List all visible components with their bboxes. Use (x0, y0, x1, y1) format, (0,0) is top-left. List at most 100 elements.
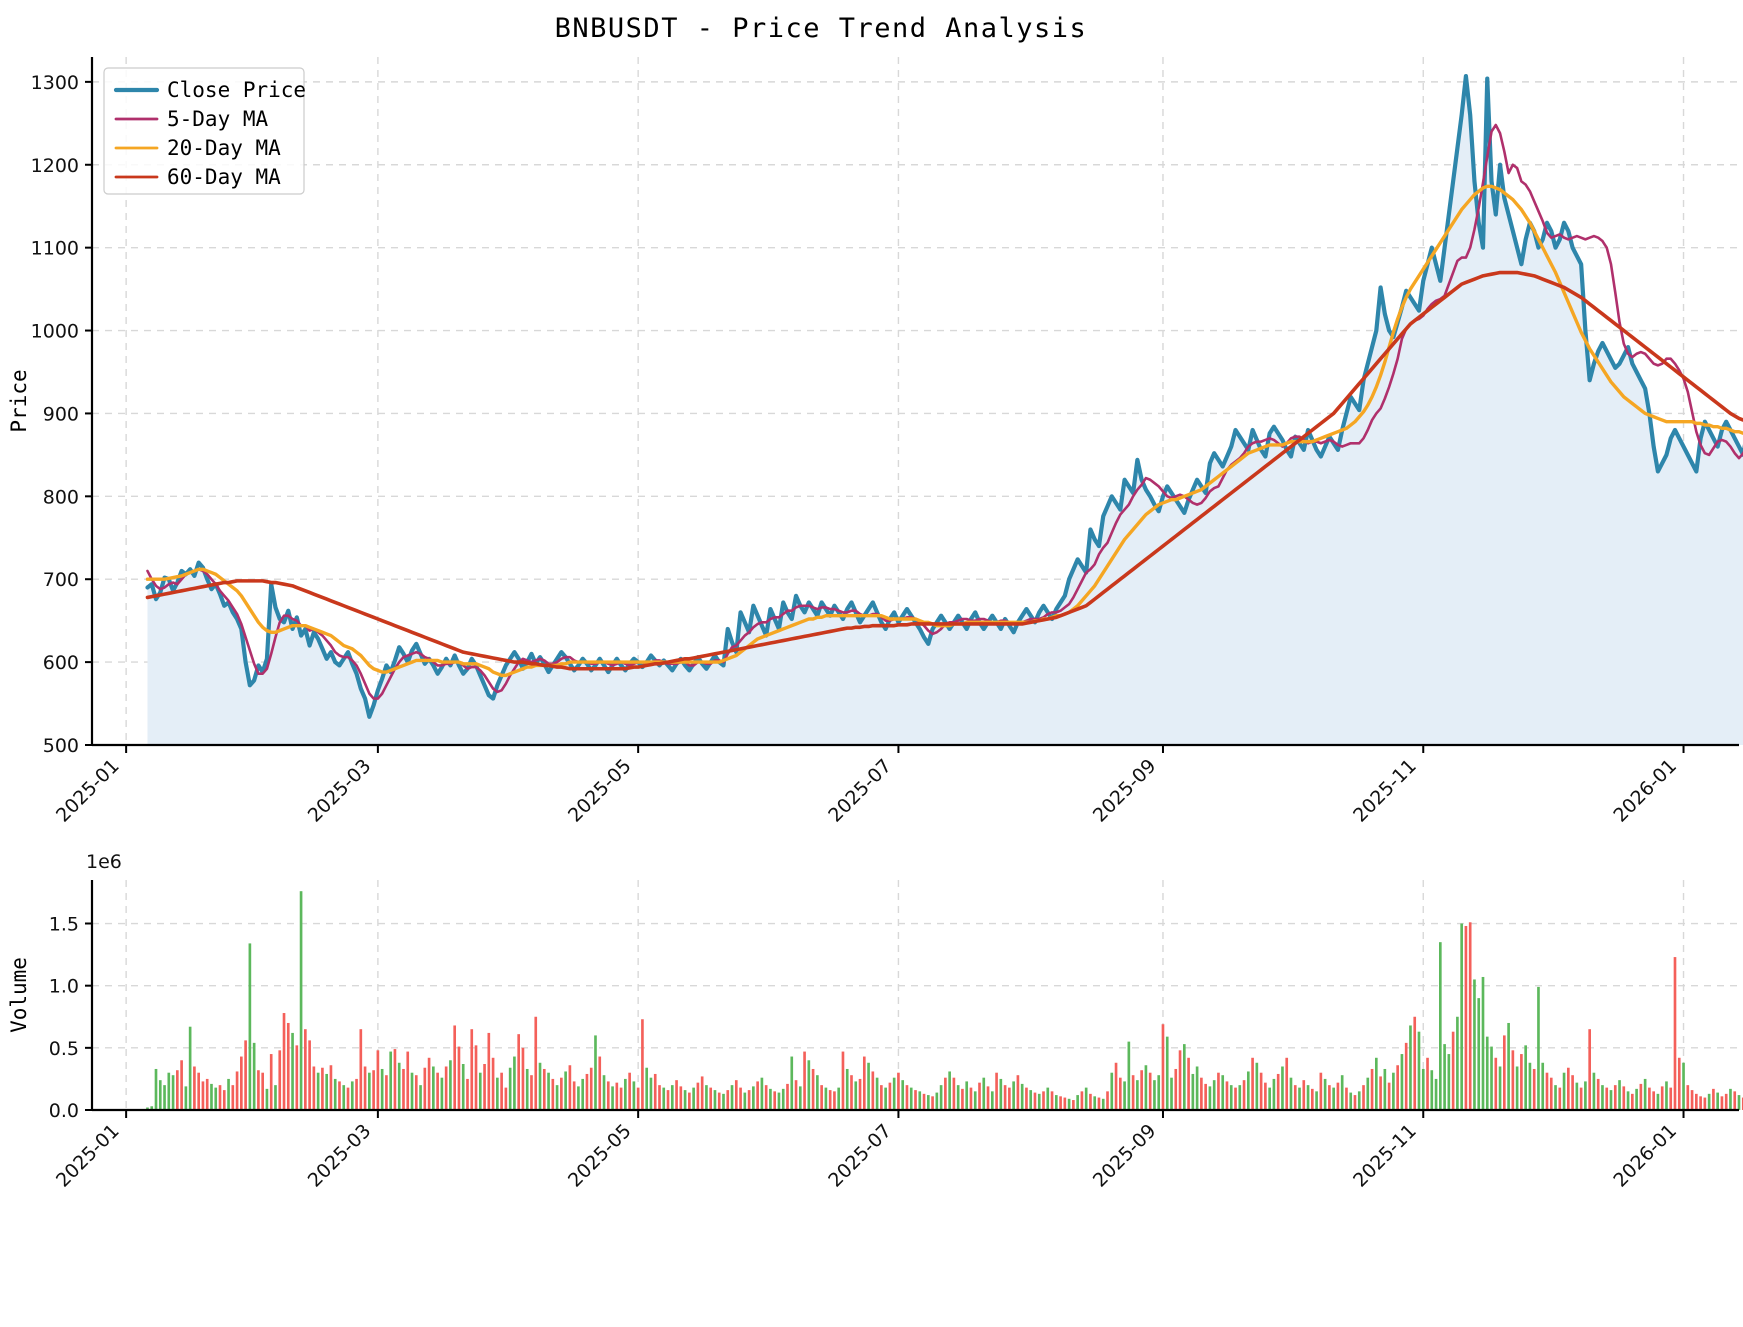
volume-bar (914, 1090, 917, 1110)
volume-bar (845, 1068, 849, 1110)
volume-bar (1622, 1086, 1626, 1110)
volume-bar (1579, 1087, 1583, 1110)
volume-bar (739, 1087, 742, 1110)
volume-bar (1366, 1077, 1370, 1110)
volume-bar (1375, 1057, 1378, 1110)
volume-bar (1439, 942, 1442, 1110)
volume-bar (1383, 1068, 1387, 1110)
volume-bar (944, 1077, 947, 1110)
volume-bar (466, 1078, 469, 1110)
volume-bar (1302, 1080, 1306, 1110)
volume-bar (363, 1066, 367, 1110)
volume-bar (1400, 1054, 1404, 1110)
volume-bar (1584, 1081, 1587, 1110)
volume-bar (1695, 1093, 1698, 1110)
volume-bar (274, 1085, 277, 1110)
volume-bar (1473, 979, 1476, 1110)
volume-bar (1460, 923, 1463, 1110)
volume-bar (1187, 1057, 1190, 1110)
volume-bar (1601, 1085, 1604, 1110)
volume-bar (1665, 1081, 1668, 1110)
volume-bar (1524, 1045, 1527, 1110)
volume-bar (346, 1087, 350, 1110)
volume-bar (171, 1075, 175, 1110)
volume-bar (1315, 1091, 1318, 1110)
legend-label-0: Close Price (167, 78, 306, 102)
volume-bar (773, 1091, 777, 1110)
volume-bar (1336, 1082, 1340, 1110)
volume-bar (1293, 1085, 1297, 1110)
volume-bar (304, 1029, 307, 1110)
volume-bar (380, 1068, 384, 1110)
volume-bar (555, 1085, 559, 1110)
volume-bar (1370, 1068, 1374, 1110)
volume-bar (1588, 1029, 1591, 1110)
volume-bar (1276, 1073, 1280, 1110)
volume-bar (376, 1050, 380, 1110)
volume-bar (188, 1026, 192, 1110)
volume-bar (828, 1090, 832, 1110)
volume-bar (1059, 1096, 1062, 1110)
volume-bar (197, 1072, 200, 1110)
volume-bar (841, 1051, 845, 1110)
volume-bar (1426, 1057, 1429, 1110)
volume-bar (990, 1091, 994, 1110)
volume-bar (1451, 1031, 1455, 1110)
volume-bar (1699, 1096, 1702, 1110)
volume-bar (743, 1092, 747, 1110)
volume-bar (167, 1072, 171, 1110)
volume-bar (1340, 1075, 1344, 1110)
volume-bar (504, 1087, 508, 1110)
volume-bar (1494, 1057, 1498, 1110)
volume-bar (154, 1068, 158, 1110)
volume-bar (453, 1025, 457, 1110)
page-title: BNBUSDT - Price Trend Analysis (555, 13, 1088, 44)
price-y-tick-label: 900 (43, 403, 79, 425)
volume-bar (222, 1090, 226, 1110)
volume-bar (1609, 1090, 1613, 1110)
volume-bar (568, 1065, 572, 1110)
volume-bar (781, 1088, 785, 1110)
volume-bar (1541, 1062, 1545, 1110)
volume-bar (926, 1095, 930, 1110)
volume-bar (1255, 1062, 1259, 1110)
price-y-tick-label: 500 (43, 735, 79, 757)
volume-bar (564, 1071, 567, 1110)
volume-bar (299, 891, 303, 1110)
volume-bar (291, 1032, 294, 1110)
volume-bar (752, 1086, 755, 1110)
volume-bar (1707, 1093, 1711, 1110)
volume-bar (419, 1085, 422, 1110)
volume-bar (1567, 1067, 1570, 1110)
volume-bar (1268, 1087, 1271, 1110)
volume-bar (1558, 1087, 1562, 1110)
volume-bar (585, 1073, 589, 1110)
volume-bar (1285, 1057, 1289, 1110)
volume-bar (1328, 1085, 1331, 1110)
volume-bar (397, 1062, 401, 1110)
volume-bar (1520, 1054, 1523, 1110)
volume-bar (1310, 1088, 1314, 1110)
volume-bar (645, 1067, 649, 1110)
volume-bar (717, 1092, 721, 1110)
volume-bar (730, 1085, 734, 1110)
volume-bar (180, 1060, 183, 1110)
volume-bar (1076, 1095, 1079, 1110)
volume-bar (1417, 1031, 1421, 1110)
price-y-tick-label: 800 (43, 486, 79, 508)
volume-bar (252, 1042, 256, 1110)
volume-bar (760, 1077, 764, 1110)
volume-bar (338, 1081, 341, 1110)
volume-bar (1067, 1098, 1071, 1110)
volume-bar (837, 1087, 841, 1110)
volume-bar (820, 1085, 823, 1110)
volume-bar (611, 1086, 614, 1110)
volume-bar (606, 1081, 610, 1110)
volume-y-tick-label: 0.5 (49, 1038, 79, 1060)
volume-bar (1421, 1068, 1425, 1110)
volume-bar (978, 1082, 981, 1110)
volume-bar (1413, 1016, 1417, 1110)
volume-bar (1396, 1065, 1399, 1110)
